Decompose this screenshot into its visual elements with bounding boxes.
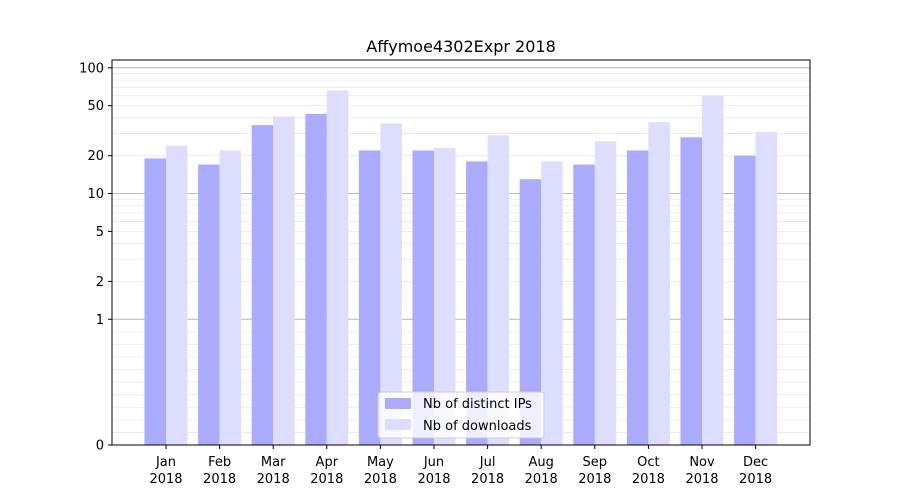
legend: Nb of distinct IPs Nb of downloads <box>377 391 545 439</box>
bar-downloads <box>326 90 349 445</box>
x-tick-label-year: 2018 <box>203 472 236 487</box>
bar-downloads <box>702 95 724 445</box>
bar-distinct-ips <box>251 125 274 446</box>
x-tick-label-year: 2018 <box>417 472 450 487</box>
x-tick-label-month: Dec <box>743 455 768 470</box>
x-tick-label-year: 2018 <box>149 472 182 487</box>
x-tick-label-year: 2018 <box>364 472 397 487</box>
x-tick-label-month: Nov <box>689 455 715 470</box>
bar-downloads <box>541 161 563 446</box>
x-tick-label-year: 2018 <box>578 472 611 487</box>
x-axis: Jan 2018 Feb 2018 Mar 2018 Apr 2018 May 2018 Jun 20… <box>149 445 772 487</box>
bar-distinct-ips <box>412 150 434 445</box>
y-tick-label: 10 <box>87 187 104 202</box>
x-tick-label-month: Oct <box>637 455 659 470</box>
x-tick-label-year: 2018 <box>471 472 504 487</box>
x-tick-label-year: 2018 <box>739 472 772 487</box>
x-tick-label-month: Jan <box>155 455 176 470</box>
bar-distinct-ips <box>466 161 488 446</box>
bars <box>144 90 778 446</box>
x-tick-label-month: Aug <box>529 455 554 470</box>
bar-downloads <box>648 122 670 445</box>
bar-downloads <box>434 148 456 445</box>
bar-downloads <box>166 145 188 445</box>
chart-title: Affymoe4302Expr 2018 <box>366 37 556 56</box>
y-axis: 0 1 2 5 10 20 50 100 <box>79 61 112 454</box>
x-tick-label-month: May <box>367 455 394 470</box>
y-tick-label: 20 <box>87 149 104 164</box>
plot-frame <box>111 59 811 446</box>
x-tick-label-month: Apr <box>316 455 339 470</box>
bar-distinct-ips <box>626 150 649 445</box>
bar-distinct-ips <box>573 164 595 445</box>
y-tick-label: 0 <box>96 439 104 454</box>
bar-distinct-ips <box>144 158 166 446</box>
bar-downloads <box>755 131 778 446</box>
y-tick-label: 50 <box>87 99 104 114</box>
legend-swatch-downloads <box>385 419 411 430</box>
x-tick-label-month: Mar <box>261 455 286 470</box>
x-tick-label-month: Sep <box>583 455 608 470</box>
x-tick-label-month: Jun <box>423 455 444 470</box>
x-tick-label-month: Feb <box>208 455 231 470</box>
x-tick-label-year: 2018 <box>632 472 665 487</box>
y-tick-label: 2 <box>96 275 104 290</box>
bar-downloads <box>594 141 617 446</box>
x-tick-label-month: Jul <box>479 455 496 470</box>
x-tick-label-year: 2018 <box>310 472 343 487</box>
x-tick-label-year: 2018 <box>685 472 718 487</box>
legend-swatch-ips <box>385 398 411 409</box>
bar-downloads <box>273 116 295 445</box>
y-tick-label: 5 <box>96 225 104 240</box>
bar-distinct-ips <box>734 155 756 445</box>
legend-box <box>377 391 545 439</box>
bar-distinct-ips <box>680 137 702 445</box>
legend-label-ips: Nb of distinct IPs <box>423 397 532 412</box>
bar-distinct-ips <box>198 164 220 445</box>
x-tick-label-year: 2018 <box>257 472 290 487</box>
y-tick-label: 1 <box>96 313 104 328</box>
y-tick-label: 100 <box>79 61 104 76</box>
bar-distinct-ips <box>305 113 327 445</box>
x-tick-label-year: 2018 <box>525 472 558 487</box>
bar-downloads <box>487 135 510 445</box>
bar-distinct-ips <box>358 150 381 445</box>
bar-distinct-ips <box>519 179 542 445</box>
bar-downloads <box>380 123 402 446</box>
bar-downloads <box>219 150 242 445</box>
legend-label-downloads: Nb of downloads <box>423 419 532 434</box>
